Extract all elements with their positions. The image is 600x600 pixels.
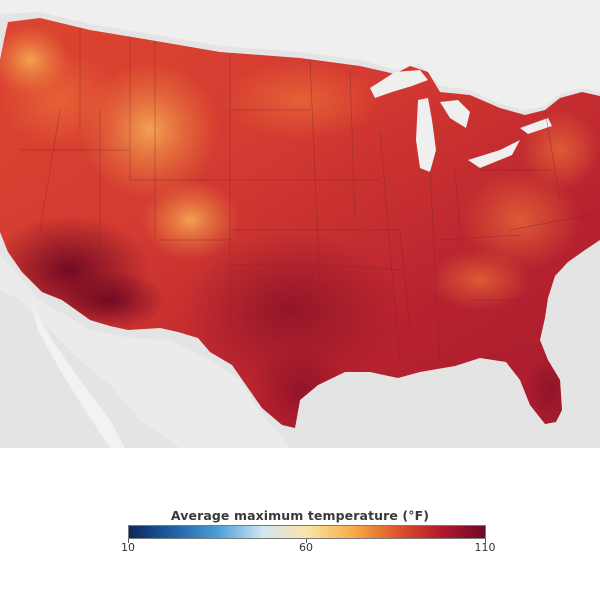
great-lakes	[370, 70, 552, 172]
legend-tick-min	[128, 539, 129, 543]
temperature-legend: Average maximum temperature (°F) 10 60 1…	[0, 448, 600, 600]
legend-tick-mid	[306, 539, 307, 543]
mexico-land	[0, 255, 290, 448]
legend-title: Average maximum temperature (°F)	[170, 508, 430, 523]
legend-color-bar	[128, 525, 486, 539]
map-panel	[0, 0, 600, 448]
legend-mid-label: 60	[299, 541, 313, 554]
legend-min-label: 10	[121, 541, 135, 554]
canada-land	[0, 0, 600, 110]
temperature-map	[0, 0, 600, 448]
baja-peninsula	[30, 300, 125, 448]
state-borders	[20, 20, 591, 361]
legend-max-label: 110	[474, 541, 496, 554]
south-central-hotspot	[180, 230, 400, 390]
legend-tick-max	[485, 539, 486, 543]
